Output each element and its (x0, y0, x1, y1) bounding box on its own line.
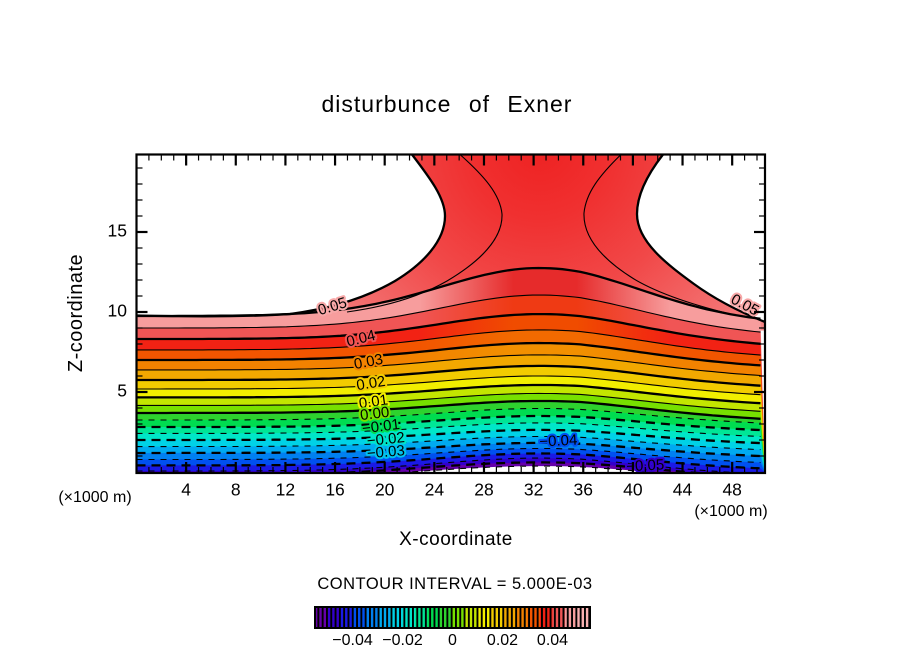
contour-line (136, 354, 761, 377)
y-tick-label: 10 (108, 301, 128, 321)
contour-line (136, 447, 761, 464)
contour-line (136, 312, 761, 345)
contour-line (136, 399, 761, 420)
x-axis-label: X-coordinate (399, 529, 513, 550)
x-tick-label: 8 (231, 480, 241, 500)
y-tick-label: 15 (108, 221, 127, 241)
colorbar: −0.04 −0.02 0 0.02 0.04 (314, 606, 591, 649)
x-tick-label: 24 (425, 480, 445, 500)
contour-line (136, 375, 761, 396)
contour-line (136, 329, 761, 356)
colorbar-tick-label: 0 (448, 632, 457, 649)
contour-label: −0.05 (626, 456, 665, 475)
blank-region-left (136, 154, 445, 317)
x-tick-label: 32 (524, 480, 543, 500)
saddle-inner-line-left (346, 154, 503, 313)
contour-label: −0.03 (366, 442, 405, 462)
contour-label: −0.04 (539, 432, 578, 451)
chart-title: disturbunce of Exner (322, 91, 573, 117)
contour-interval-caption: CONTOUR INTERVAL = 5.000E-03 (317, 575, 592, 593)
x-tick-label: 40 (623, 480, 643, 500)
contour-line (136, 422, 761, 438)
contour-line (136, 435, 761, 451)
x-tick-label: 20 (375, 480, 395, 500)
contour-line (136, 407, 761, 424)
x-tick-label: 28 (474, 480, 493, 500)
x-tick-label: 44 (673, 480, 693, 500)
x-unit-right: (×1000 m) (694, 503, 767, 520)
x-tick-label: 36 (574, 480, 593, 500)
contour-line-layer (136, 154, 765, 473)
x-tick-label: 12 (276, 480, 295, 500)
contour-line (136, 457, 754, 473)
y-tick-label: 5 (117, 381, 127, 401)
plot-frame (135, 153, 767, 475)
blank-region-right (637, 154, 765, 322)
x-tick-label: 4 (181, 480, 191, 500)
contour-line (136, 294, 761, 333)
saddle-boundary-left (136, 154, 447, 318)
colorbar-tick-label: 0.04 (537, 632, 568, 649)
contour-line (136, 341, 761, 367)
colorbar-tick-label: −0.02 (382, 632, 423, 649)
y-axis-label: Z-coordinate (65, 254, 87, 372)
x-tick-label: 16 (325, 480, 344, 500)
contour-line (136, 364, 761, 387)
colorbar-tick-label: 0.02 (487, 632, 518, 649)
colorbar-tick-label: −0.04 (332, 632, 373, 649)
colorbar-frame (314, 606, 591, 629)
x-tick-label: 48 (722, 480, 741, 500)
colorbar-hatch (315, 607, 590, 628)
saddle-inner-line-right (583, 154, 740, 317)
saddle-boundary-right (635, 154, 765, 324)
x-unit-left: (×1000 m) (58, 489, 131, 506)
contour-line (136, 383, 761, 405)
contour-line (136, 392, 761, 412)
